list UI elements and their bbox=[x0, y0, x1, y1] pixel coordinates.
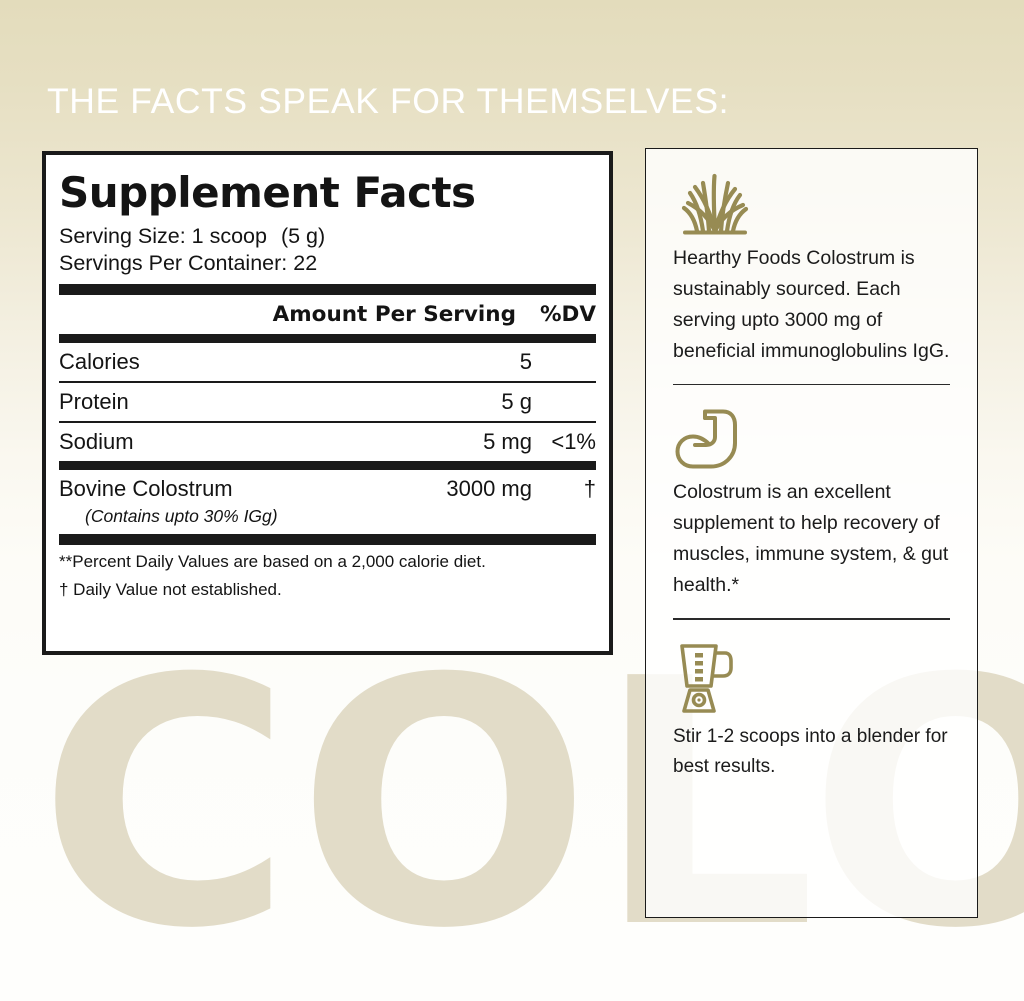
benefit-block-usage: Stir 1-2 scoops into a blender for best … bbox=[673, 620, 950, 797]
benefits-card: Hearthy Foods Colostrum is sustainably s… bbox=[645, 148, 978, 918]
page-headline: THE FACTS SPEAK FOR THEMSELVES: bbox=[47, 81, 730, 121]
benefit-text-recovery: Colostrum is an excellent supplement to … bbox=[673, 481, 949, 597]
blender-icon bbox=[673, 620, 950, 722]
table-row: Calories 5 bbox=[59, 343, 596, 381]
table-row: Bovine Colostrum 3000 mg † bbox=[59, 470, 596, 505]
nutrient-name: Sodium bbox=[59, 429, 134, 454]
benefit-text-sourcing: Hearthy Foods Colostrum is sustainably s… bbox=[673, 247, 950, 362]
benefit-block-recovery: Colostrum is an excellent supplement to … bbox=[673, 385, 950, 616]
divider-thick-bottom bbox=[59, 535, 596, 545]
nutrient-name: Bovine Colostrum bbox=[59, 476, 233, 501]
flexed-bicep-icon bbox=[673, 385, 950, 477]
serving-size-value: 1 scoop bbox=[191, 224, 267, 248]
servings-per-container-value: 22 bbox=[293, 251, 318, 275]
card-divider bbox=[673, 618, 950, 620]
nutrient-name: Calories bbox=[59, 349, 140, 374]
nutrient-name: Protein bbox=[59, 389, 129, 414]
supplement-facts-panel: Supplement Facts Serving Size: 1 scoop (5… bbox=[42, 151, 613, 655]
divider-row bbox=[59, 421, 596, 423]
footnote-percent-daily-value: **Percent Daily Values are based on a 2,… bbox=[59, 551, 486, 571]
serving-size-line: Serving Size: 1 scoop (5 g) bbox=[59, 223, 596, 250]
divider-row bbox=[59, 381, 596, 383]
nutrient-amount: 5 bbox=[519, 349, 532, 374]
divider-thick-header bbox=[59, 334, 596, 343]
divider-thick-middle bbox=[59, 461, 596, 470]
supplement-facts-title: Supplement Facts bbox=[59, 168, 476, 217]
serving-size-label: Serving Size: bbox=[59, 224, 186, 248]
nutrient-subnote: (Contains upto 30% IGg) bbox=[85, 506, 278, 526]
table-row: Protein 5 g bbox=[59, 383, 596, 421]
benefit-block-sourcing: Hearthy Foods Colostrum is sustainably s… bbox=[673, 149, 950, 382]
nutrient-amount: 3000 mg bbox=[446, 476, 532, 501]
divider-thick-top bbox=[59, 284, 596, 295]
table-row: Sodium 5 mg <1% bbox=[59, 423, 596, 461]
column-header-amount: Amount Per Serving bbox=[272, 302, 516, 327]
servings-per-container-label: Servings Per Container: bbox=[59, 251, 288, 275]
nutrient-amount: 5 g bbox=[501, 389, 532, 414]
footnote-daily-value-not-established: † Daily Value not established. bbox=[59, 579, 282, 599]
serving-size-weight: (5 g) bbox=[280, 224, 326, 248]
benefit-text-usage: Stir 1-2 scoops into a blender for best … bbox=[673, 725, 948, 777]
divider-row bbox=[59, 534, 596, 536]
column-header-daily-value: %DV bbox=[539, 302, 596, 327]
nutrient-dv: <1% bbox=[551, 429, 596, 454]
servings-per-container-line: Servings Per Container: 22 bbox=[59, 250, 596, 277]
grass-icon bbox=[673, 149, 950, 243]
card-divider bbox=[673, 384, 950, 386]
nutrient-amount: 5 mg bbox=[483, 429, 532, 454]
nutrient-dv: † bbox=[583, 476, 596, 501]
column-header-row: Amount Per Serving %DV bbox=[59, 295, 596, 334]
